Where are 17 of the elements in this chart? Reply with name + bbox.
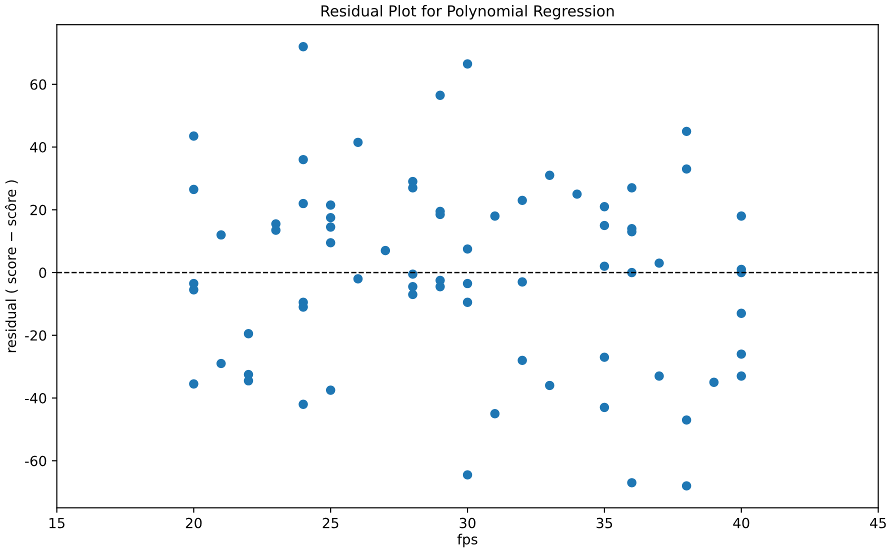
y-tick-label: 0 <box>39 268 46 278</box>
y-tick-label: -60 <box>25 456 46 466</box>
y-tick-label: 60 <box>30 79 46 90</box>
x-tick-label: 35 <box>596 518 612 528</box>
x-tick-label: 40 <box>733 518 750 528</box>
x-tick-label: 45 <box>870 518 886 528</box>
y-tick-label: 40 <box>30 142 46 153</box>
y-tick-label: -20 <box>25 330 46 341</box>
x-tick-label: 25 <box>322 518 338 528</box>
y-tick-label: 20 <box>30 204 46 216</box>
y-tick-label: -40 <box>25 392 46 404</box>
x-tick-label: 15 <box>50 518 64 528</box>
x-tick-label: 20 <box>186 518 202 528</box>
x-axis-title: fps <box>457 534 478 548</box>
chart-title: Residual Plot for Polynomial Regression <box>322 4 614 20</box>
y-axis-title: residual ( score − scôre ) <box>4 180 18 352</box>
x-tick-label: 30 <box>460 518 476 528</box>
